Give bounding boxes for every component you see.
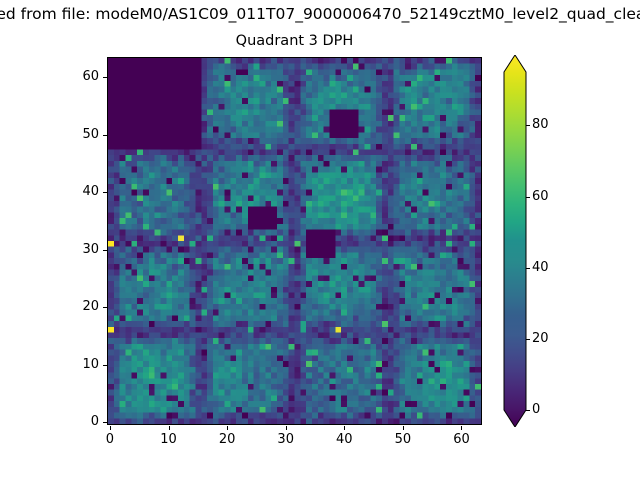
- x-tick-mark: [344, 426, 346, 430]
- x-tick-label: 30: [277, 432, 294, 447]
- colorbar-tick-mark: [526, 267, 530, 269]
- colorbar-tick-mark: [526, 338, 530, 340]
- y-tick-mark: [103, 364, 107, 366]
- heatmap-axes: [107, 57, 482, 425]
- x-tick-mark: [109, 426, 111, 430]
- colorbar-tick-label: 80: [532, 117, 549, 133]
- y-tick-mark: [103, 77, 107, 79]
- colorbar-tick-label: 40: [532, 259, 549, 275]
- y-tick-label: 0: [90, 414, 99, 430]
- colorbar-gradient: [503, 55, 527, 427]
- y-tick-label: 10: [82, 356, 99, 372]
- y-tick-label: 30: [82, 241, 99, 257]
- y-tick-label: 20: [82, 299, 99, 315]
- y-tick-mark: [103, 249, 107, 251]
- colorbar: 0 20 40 60 80: [503, 55, 549, 427]
- y-tick-label: 40: [82, 184, 99, 200]
- y-tick-mark: [103, 307, 107, 309]
- x-tick-mark: [227, 426, 229, 430]
- heatmap-image: [108, 58, 481, 424]
- y-tick-mark: [103, 134, 107, 136]
- x-tick-label: 10: [160, 432, 177, 447]
- x-tick-label: 40: [336, 432, 353, 447]
- colorbar-tick-label: 20: [532, 330, 549, 346]
- x-tick-mark: [285, 426, 287, 430]
- suptitle-container: Derived from file: modeM0/AS1C09_011T07_…: [0, 3, 640, 25]
- figure-suptitle: Derived from file: modeM0/AS1C09_011T07_…: [0, 5, 640, 23]
- y-tick-label: 50: [82, 126, 99, 142]
- x-tick-mark: [461, 426, 463, 430]
- x-tick-label: 60: [453, 432, 470, 447]
- colorbar-tick-label: 0: [532, 402, 541, 417]
- y-tick-mark: [103, 192, 107, 194]
- x-tick-label: 20: [218, 432, 236, 447]
- colorbar-tick-mark: [526, 125, 530, 127]
- x-tick-mark: [402, 426, 404, 430]
- y-tick-mark: [103, 422, 107, 424]
- colorbar-tick-mark: [526, 196, 530, 198]
- x-tick-label: 50: [394, 432, 412, 447]
- colorbar-tick-mark: [526, 410, 530, 411]
- y-tick-label: 60: [82, 69, 99, 85]
- colorbar-tick-label: 60: [532, 188, 549, 204]
- x-tick-mark: [168, 426, 170, 430]
- axes-title: Quadrant 3 DPH: [235, 33, 354, 49]
- x-tick-label: 0: [105, 432, 115, 447]
